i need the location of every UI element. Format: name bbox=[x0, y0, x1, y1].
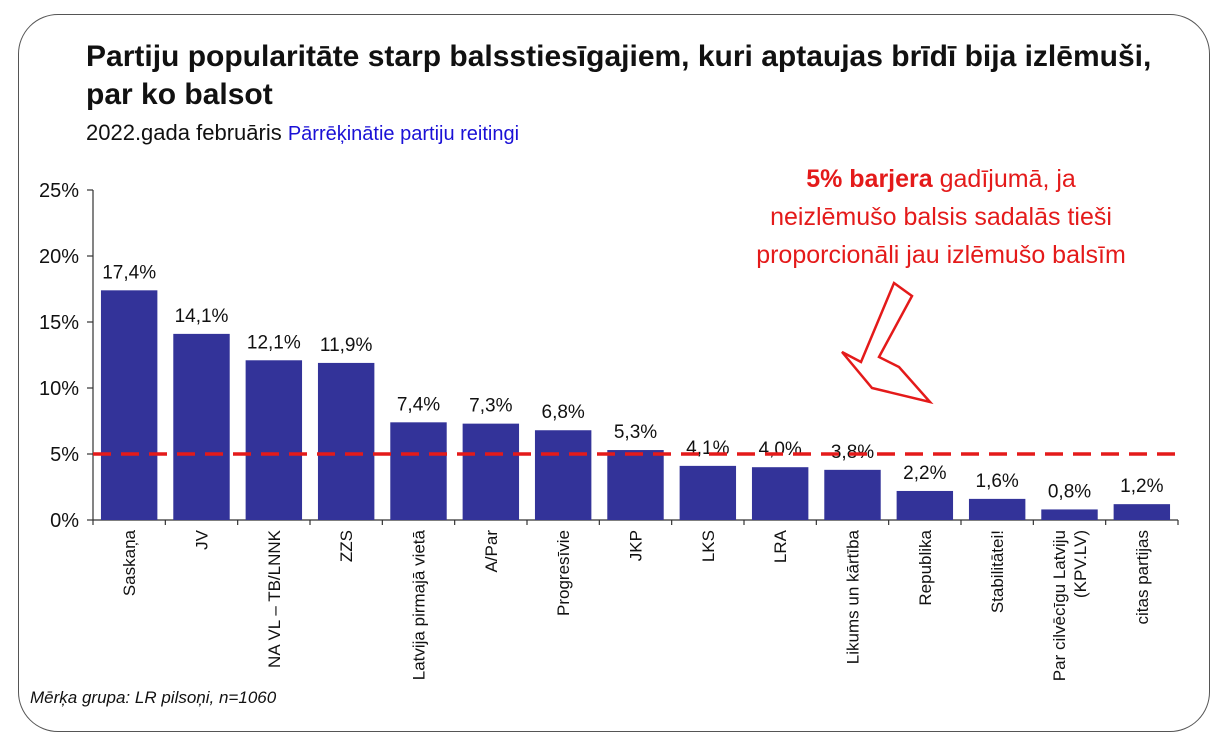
value-label: 0,8% bbox=[1048, 481, 1091, 502]
y-axis: 0% 5% 10% 15% 20% 25% bbox=[39, 180, 1179, 532]
value-label: 1,2% bbox=[1120, 476, 1163, 497]
bars bbox=[100, 290, 1171, 520]
annotation-line-2: neizlēmušo balsis sadalās tieši bbox=[770, 203, 1112, 231]
subtitle-highlight: Pārrēķinātie partiju reitingi bbox=[287, 123, 520, 145]
y-tick-label: 5% bbox=[50, 444, 79, 466]
category-label: LKS bbox=[699, 530, 718, 562]
annotation-line-1: 5% barjera gadījumā, ja bbox=[676, 160, 1206, 198]
value-label: 4,0% bbox=[759, 439, 802, 460]
category-label: Stabilitātei! bbox=[988, 530, 1007, 613]
category-label: Saskaņa bbox=[120, 529, 139, 596]
category-label: Republika bbox=[916, 529, 935, 605]
annotation-line-3: proporcionāli jau izlēmušo balsīm bbox=[756, 241, 1126, 269]
y-tick-label: 20% bbox=[39, 246, 79, 268]
footnote: Mērķa grupa: LR pilsoņi, n=1060 bbox=[30, 688, 277, 707]
bar bbox=[896, 490, 954, 520]
bar bbox=[751, 467, 809, 520]
category-label: Latvija pirmajā vietā bbox=[410, 529, 429, 680]
category-label: (KPV.LV) bbox=[1071, 530, 1090, 598]
bar bbox=[1113, 504, 1171, 520]
bar bbox=[679, 465, 737, 520]
bar bbox=[100, 290, 158, 520]
value-label: 7,4% bbox=[397, 394, 440, 415]
value-label: 11,9% bbox=[320, 335, 373, 356]
bar bbox=[968, 498, 1026, 520]
bar bbox=[534, 430, 592, 520]
threshold-annotation: 5% barjera gadījumā, ja neizlēmušo balsi… bbox=[676, 160, 1206, 274]
y-tick-label: 15% bbox=[39, 312, 79, 334]
category-label: citas partijas bbox=[1133, 530, 1152, 624]
category-label: JV bbox=[193, 529, 212, 550]
chart-subtitle: 2022.gada februāris Pārrēķinātie partiju… bbox=[86, 120, 519, 146]
y-tick-label: 25% bbox=[39, 180, 79, 202]
value-label: 2,2% bbox=[903, 463, 946, 484]
category-label: NA VL – TB/LNNK bbox=[265, 529, 284, 668]
annotation-bold: 5% barjera bbox=[806, 165, 933, 193]
annotation-line-1-rest: gadījumā, ja bbox=[932, 165, 1076, 193]
y-tick-label: 10% bbox=[39, 378, 79, 400]
y-tick-label: 0% bbox=[50, 510, 79, 532]
chart-title: Partiju popularitāte starp balsstiesīgaj… bbox=[86, 40, 1152, 111]
category-labels: Saskaņa JV NA VL – TB/LNNK ZZS Latvija pirma… bbox=[120, 529, 1152, 681]
bar bbox=[462, 423, 520, 520]
category-label: ZZS bbox=[337, 530, 356, 562]
bar bbox=[245, 360, 303, 520]
slide-frame bbox=[18, 14, 1210, 732]
value-label: 12,1% bbox=[247, 332, 301, 353]
bar bbox=[390, 422, 447, 520]
value-label: 14,1% bbox=[175, 306, 229, 327]
bar bbox=[317, 362, 375, 520]
subtitle-date: 2022.gada februāris bbox=[86, 120, 282, 145]
value-label: 6,8% bbox=[542, 402, 585, 423]
bar bbox=[824, 469, 881, 520]
category-label: Par cilvēcīgu Latviju bbox=[1050, 530, 1069, 681]
category-label: JKP bbox=[627, 530, 646, 561]
category-label: A/Par bbox=[482, 530, 501, 573]
value-label: 5,3% bbox=[614, 422, 657, 443]
category-label: Likums un kārtība bbox=[844, 529, 863, 664]
value-label: 17,4% bbox=[102, 262, 156, 283]
category-label: Progresīvie bbox=[554, 530, 573, 616]
bar bbox=[173, 333, 230, 520]
bar bbox=[607, 450, 664, 520]
value-label: 7,3% bbox=[469, 396, 512, 417]
bar bbox=[1041, 509, 1098, 520]
category-label: LRA bbox=[771, 529, 790, 563]
value-label: 1,6% bbox=[976, 471, 1019, 492]
annotation-arrow bbox=[841, 281, 934, 405]
value-labels: 17,4%14,1%12,1% 11,9%7,4% 7,3% 6,8%5,3%4,1%… bbox=[102, 262, 1163, 502]
